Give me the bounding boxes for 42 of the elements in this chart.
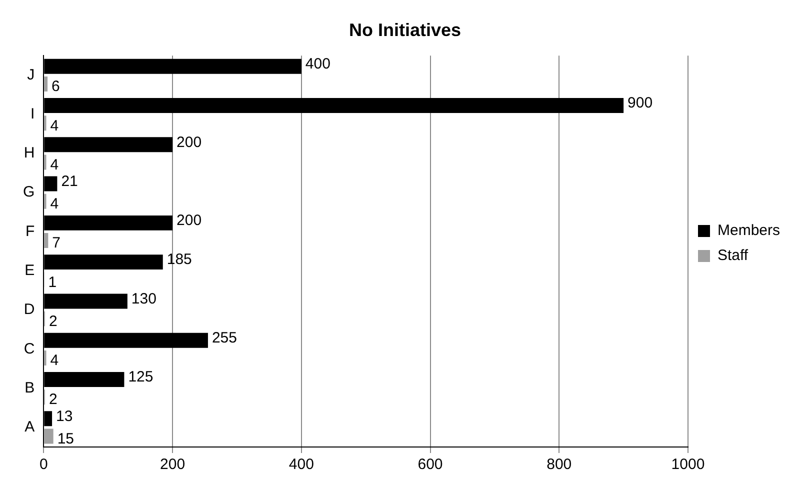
data-label: 200 [176, 212, 202, 230]
x-tick-label: 0 [39, 456, 48, 474]
data-label: 900 [628, 94, 653, 112]
x-tick-label: 400 [288, 456, 314, 474]
data-label: 6 [52, 78, 60, 96]
y-tick-label: I [30, 105, 35, 122]
data-label: 400 [305, 56, 330, 73]
legend-label: Members [717, 222, 780, 240]
data-label: 2 [48, 312, 58, 330]
data-label: 15 [57, 430, 74, 448]
data-label: 200 [176, 134, 202, 151]
data-label: 4 [50, 196, 59, 213]
data-label: 21 [61, 172, 78, 190]
data-label: 2 [48, 391, 58, 408]
y-tick-label: J [27, 66, 35, 84]
y-tick-label: F [25, 222, 35, 240]
data-label: 255 [212, 329, 237, 346]
legend-label: Staff [717, 247, 749, 264]
data-label: 1 [48, 274, 57, 291]
bar [44, 428, 54, 444]
y-tick-label: G [22, 184, 35, 201]
data-label: 4 [50, 352, 59, 370]
y-tick-label: B [24, 379, 35, 396]
x-tick-label: 200 [160, 456, 186, 474]
data-label: 7 [52, 234, 61, 252]
chart-title: No Initiatives [348, 20, 462, 40]
data-label: 130 [131, 290, 156, 308]
x-tick-label: 800 [546, 456, 572, 474]
y-tick-label: H [24, 144, 35, 162]
data-label: 4 [50, 117, 59, 134]
data-label: 4 [50, 156, 59, 174]
y-tick-label: E [24, 262, 35, 280]
x-tick-label: 1000 [671, 456, 705, 474]
bar [44, 233, 48, 248]
y-tick-label: C [24, 340, 35, 358]
data-label: 125 [128, 368, 154, 386]
y-tick-label: D [24, 301, 35, 318]
y-tick-label: A [24, 418, 35, 436]
data-label: 13 [56, 408, 73, 425]
x-tick-label: 600 [418, 456, 443, 474]
data-label: 185 [166, 251, 192, 268]
bar [44, 76, 48, 92]
